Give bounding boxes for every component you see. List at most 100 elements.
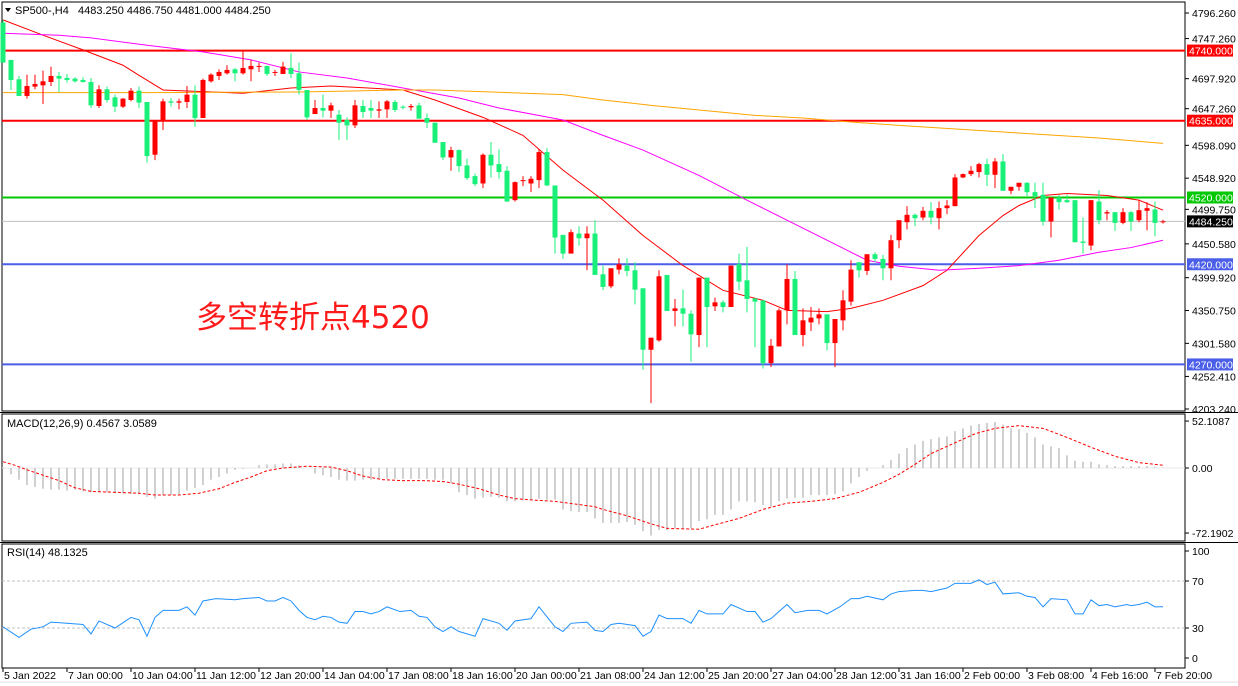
- price-axis-label: 4350.750: [1192, 306, 1236, 318]
- candle-body: [728, 265, 734, 308]
- moving-averages-group: [2, 19, 1164, 313]
- candle: [1080, 217, 1086, 254]
- candle-body: [448, 150, 454, 158]
- candle-body: [752, 298, 758, 302]
- candle-body: [56, 75, 62, 79]
- candle: [752, 298, 758, 348]
- candle: [400, 105, 406, 110]
- candle: [1032, 182, 1038, 209]
- candle-body: [656, 276, 662, 341]
- candle-body: [304, 89, 310, 118]
- candle-body: [1160, 221, 1166, 223]
- rsi-axis-label: 30: [1192, 623, 1204, 635]
- candle: [1152, 201, 1158, 237]
- collapse-triangle-icon[interactable]: [5, 8, 11, 12]
- candle: [768, 339, 774, 368]
- candle-body: [800, 320, 806, 336]
- candle-body: [208, 74, 214, 82]
- candle-body: [136, 90, 142, 103]
- candle: [1144, 202, 1150, 231]
- price-axis-label: 4747.260: [1192, 34, 1236, 46]
- candle: [48, 66, 54, 86]
- price-axis-label: 4697.920: [1192, 74, 1236, 86]
- candle-body: [8, 59, 14, 80]
- main-chart-panel[interactable]: [1, 1, 1186, 412]
- time-axis-label: 24 Jan 12:00: [644, 670, 705, 682]
- time-axis-label: 12 Jan 20:00: [260, 670, 321, 682]
- candle-body: [104, 89, 110, 100]
- candle-body: [120, 98, 126, 107]
- candle-body: [712, 302, 718, 307]
- candle: [448, 146, 454, 171]
- candle: [928, 202, 934, 225]
- candle-body: [624, 265, 630, 271]
- candle: [944, 200, 950, 215]
- rsi-axis: 100 70 30 0: [1185, 546, 1210, 665]
- macd-panel[interactable]: [1, 413, 1186, 542]
- candle-body: [840, 300, 846, 321]
- candle: [24, 74, 30, 99]
- candle: [304, 89, 310, 121]
- level-price-label-box: [1187, 358, 1233, 371]
- candle-body: [552, 185, 558, 238]
- candle: [120, 97, 126, 108]
- candle-body: [960, 174, 966, 178]
- candle: [1088, 200, 1094, 251]
- candle: [456, 149, 462, 173]
- candle-body: [408, 105, 414, 108]
- candle-body: [96, 89, 102, 106]
- level-price-label-box: [1187, 258, 1233, 271]
- candle: [464, 158, 470, 181]
- candle: [72, 77, 78, 83]
- candle-body: [1040, 194, 1046, 222]
- rsi-axis-label: 100: [1192, 546, 1210, 558]
- candle: [1120, 208, 1126, 225]
- candle: [112, 94, 118, 113]
- candle-body: [336, 114, 342, 123]
- candle-body: [280, 66, 286, 74]
- candle-body: [768, 345, 774, 364]
- candle-body: [1048, 197, 1054, 222]
- candle-body: [488, 154, 494, 166]
- time-axis-label: 4 Feb 16:00: [1092, 670, 1148, 682]
- candle: [744, 246, 750, 313]
- candle-body: [376, 109, 382, 111]
- candle-body: [504, 170, 510, 202]
- candle-body: [248, 65, 254, 70]
- candle-body: [384, 101, 390, 110]
- candle: [264, 65, 270, 76]
- candle: [592, 220, 598, 275]
- time-axis-label: 11 Jan 12:00: [196, 670, 256, 682]
- candle: [656, 270, 662, 342]
- candle: [816, 308, 822, 325]
- candle-body: [640, 288, 646, 350]
- macd-axis-label: 52.1087: [1192, 416, 1230, 428]
- level-price-label: 4520.000: [1189, 192, 1233, 204]
- candle: [888, 234, 894, 281]
- candle: [328, 102, 334, 119]
- candle-body: [80, 79, 86, 82]
- rsi-group: [2, 579, 1185, 639]
- candle: [200, 78, 206, 119]
- rsi-panel[interactable]: [1, 543, 1186, 669]
- candle-body: [664, 274, 670, 312]
- candle-body: [632, 270, 638, 290]
- candle: [728, 265, 734, 308]
- candle: [584, 226, 590, 271]
- candle-body: [968, 170, 974, 175]
- candle: [896, 220, 902, 249]
- time-axis-label: 2 Feb 00:00: [964, 670, 1020, 682]
- candle-body: [896, 220, 902, 241]
- candle-body: [464, 165, 470, 179]
- candle: [80, 77, 86, 83]
- price-axis-label: 4399.920: [1192, 273, 1236, 285]
- time-axis-label: 3 Feb 08:00: [1028, 670, 1084, 682]
- level-price-label: 4740.000: [1189, 46, 1233, 58]
- candle-body: [904, 214, 910, 223]
- candle: [160, 98, 166, 131]
- candle-body: [440, 142, 446, 158]
- candle-body: [352, 105, 358, 126]
- candle: [760, 300, 766, 369]
- candle: [624, 258, 630, 277]
